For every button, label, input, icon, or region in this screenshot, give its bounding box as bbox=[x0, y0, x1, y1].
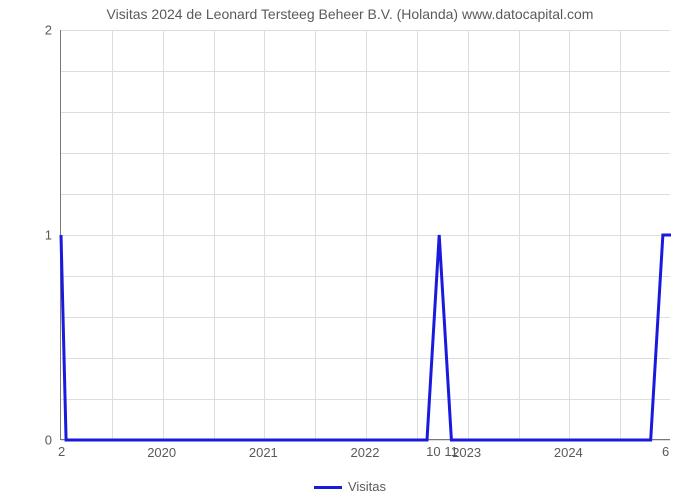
chart-title: Visitas 2024 de Leonard Tersteeg Beheer … bbox=[0, 6, 700, 22]
x-tick-2022: 2022 bbox=[351, 445, 380, 460]
chart-container: Visitas 2024 de Leonard Tersteeg Beheer … bbox=[0, 0, 700, 500]
x-tick-2024: 2024 bbox=[554, 445, 583, 460]
x-first-num: 2 bbox=[58, 444, 65, 459]
x-tick-2021: 2021 bbox=[249, 445, 278, 460]
legend: Visitas bbox=[0, 479, 700, 494]
legend-swatch bbox=[314, 486, 342, 489]
legend-label: Visitas bbox=[348, 479, 386, 494]
x-last-num: 6 bbox=[662, 444, 669, 459]
y-tick-2: 2 bbox=[12, 23, 52, 38]
y-tick-0: 0 bbox=[12, 433, 52, 448]
plot-area bbox=[60, 30, 670, 440]
x-tick-2020: 2020 bbox=[147, 445, 176, 460]
x-mid-num-a: 10 bbox=[426, 444, 440, 459]
x-mid-num-b: 11 bbox=[444, 444, 458, 459]
line-series bbox=[61, 30, 670, 439]
y-tick-1: 1 bbox=[12, 228, 52, 243]
